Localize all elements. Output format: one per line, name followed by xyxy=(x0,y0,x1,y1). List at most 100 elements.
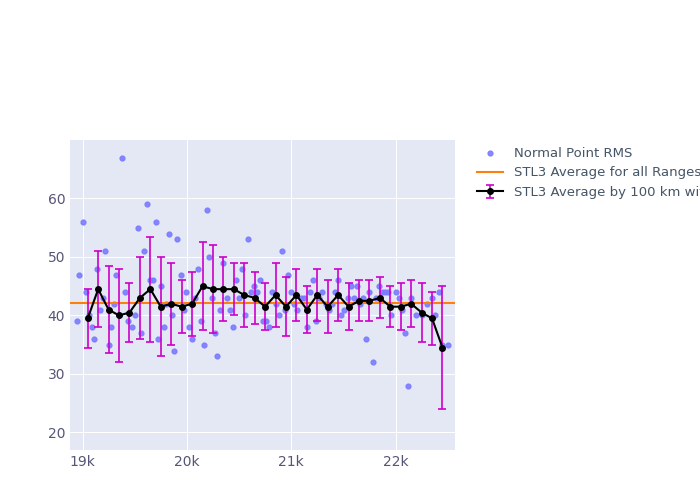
Normal Point RMS xyxy=(393,294,405,302)
Normal Point RMS xyxy=(167,312,178,320)
Legend: Normal Point RMS, STL3 Average for all Ranges, STL3 Average by 100 km with STD: Normal Point RMS, STL3 Average for all R… xyxy=(477,146,700,199)
Normal Point RMS xyxy=(283,270,294,278)
Normal Point RMS xyxy=(120,288,131,296)
Normal Point RMS xyxy=(351,282,363,290)
Normal Point RMS xyxy=(126,323,137,331)
Normal Point RMS xyxy=(103,340,114,348)
Normal Point RMS xyxy=(206,294,218,302)
Normal Point RMS xyxy=(390,288,401,296)
Normal Point RMS xyxy=(360,335,372,343)
Normal Point RMS xyxy=(367,358,378,366)
Normal Point RMS xyxy=(358,294,369,302)
Normal Point RMS xyxy=(254,276,265,284)
Normal Point RMS xyxy=(243,236,254,244)
Normal Point RMS xyxy=(295,294,306,302)
Normal Point RMS xyxy=(158,323,169,331)
Normal Point RMS xyxy=(230,276,241,284)
Normal Point RMS xyxy=(245,288,256,296)
Normal Point RMS xyxy=(311,318,322,326)
Normal Point RMS xyxy=(437,340,448,348)
Normal Point RMS xyxy=(224,306,235,314)
Normal Point RMS xyxy=(273,312,284,320)
Normal Point RMS xyxy=(139,247,150,255)
Normal Point RMS xyxy=(98,294,109,302)
Normal Point RMS xyxy=(286,288,297,296)
Normal Point RMS xyxy=(279,306,290,314)
Normal Point RMS xyxy=(169,346,180,354)
Normal Point RMS xyxy=(122,318,134,326)
Normal Point RMS xyxy=(330,288,341,296)
Normal Point RMS xyxy=(183,323,195,331)
Normal Point RMS xyxy=(442,340,454,348)
Normal Point RMS xyxy=(150,218,161,226)
Normal Point RMS xyxy=(221,294,232,302)
Normal Point RMS xyxy=(148,276,159,284)
Normal Point RMS xyxy=(193,264,204,272)
Normal Point RMS xyxy=(218,259,229,267)
Normal Point RMS xyxy=(100,247,111,255)
Normal Point RMS xyxy=(377,288,388,296)
Normal Point RMS xyxy=(209,329,220,337)
Normal Point RMS xyxy=(228,323,239,331)
Normal Point RMS xyxy=(201,206,212,214)
Normal Point RMS xyxy=(307,276,318,284)
Normal Point RMS xyxy=(317,288,328,296)
Normal Point RMS xyxy=(117,154,128,162)
Normal Point RMS xyxy=(135,329,146,337)
Normal Point RMS xyxy=(416,312,427,320)
Normal Point RMS xyxy=(348,294,359,302)
Normal Point RMS xyxy=(196,318,207,326)
Normal Point RMS xyxy=(203,253,214,261)
Normal Point RMS xyxy=(379,288,391,296)
Normal Point RMS xyxy=(141,200,153,208)
Normal Point RMS xyxy=(71,318,83,326)
Normal Point RMS xyxy=(373,282,384,290)
Normal Point RMS xyxy=(421,300,433,308)
Normal Point RMS xyxy=(354,300,365,308)
Normal Point RMS xyxy=(386,312,397,320)
Normal Point RMS xyxy=(88,335,99,343)
Normal Point RMS xyxy=(198,340,209,348)
Normal Point RMS xyxy=(267,288,278,296)
Normal Point RMS xyxy=(339,306,350,314)
Normal Point RMS xyxy=(132,224,144,232)
Normal Point RMS xyxy=(164,230,175,237)
Normal Point RMS xyxy=(399,329,410,337)
Normal Point RMS xyxy=(326,300,337,308)
Normal Point RMS xyxy=(270,300,281,308)
Normal Point RMS xyxy=(180,288,191,296)
Normal Point RMS xyxy=(314,294,325,302)
Normal Point RMS xyxy=(105,323,116,331)
Normal Point RMS xyxy=(370,294,382,302)
Normal Point RMS xyxy=(383,288,394,296)
Normal Point RMS xyxy=(434,288,445,296)
Normal Point RMS xyxy=(301,323,312,331)
Normal Point RMS xyxy=(94,306,106,314)
Normal Point RMS xyxy=(155,282,167,290)
Normal Point RMS xyxy=(80,288,91,296)
Normal Point RMS xyxy=(402,382,414,390)
Normal Point RMS xyxy=(260,318,272,326)
Normal Point RMS xyxy=(320,300,331,308)
Normal Point RMS xyxy=(113,312,125,320)
Normal Point RMS xyxy=(145,276,156,284)
Normal Point RMS xyxy=(332,276,344,284)
Normal Point RMS xyxy=(239,312,251,320)
Normal Point RMS xyxy=(411,312,422,320)
Normal Point RMS xyxy=(175,270,186,278)
Normal Point RMS xyxy=(86,323,97,331)
Normal Point RMS xyxy=(237,264,248,272)
Normal Point RMS xyxy=(336,312,347,320)
Normal Point RMS xyxy=(111,270,122,278)
Normal Point RMS xyxy=(364,288,375,296)
Normal Point RMS xyxy=(83,312,94,320)
Normal Point RMS xyxy=(129,312,140,320)
Normal Point RMS xyxy=(77,218,88,226)
Normal Point RMS xyxy=(264,323,275,331)
Normal Point RMS xyxy=(233,294,244,302)
Normal Point RMS xyxy=(190,294,201,302)
Normal Point RMS xyxy=(160,300,172,308)
Normal Point RMS xyxy=(251,288,262,296)
Normal Point RMS xyxy=(288,300,300,308)
Normal Point RMS xyxy=(108,300,120,308)
